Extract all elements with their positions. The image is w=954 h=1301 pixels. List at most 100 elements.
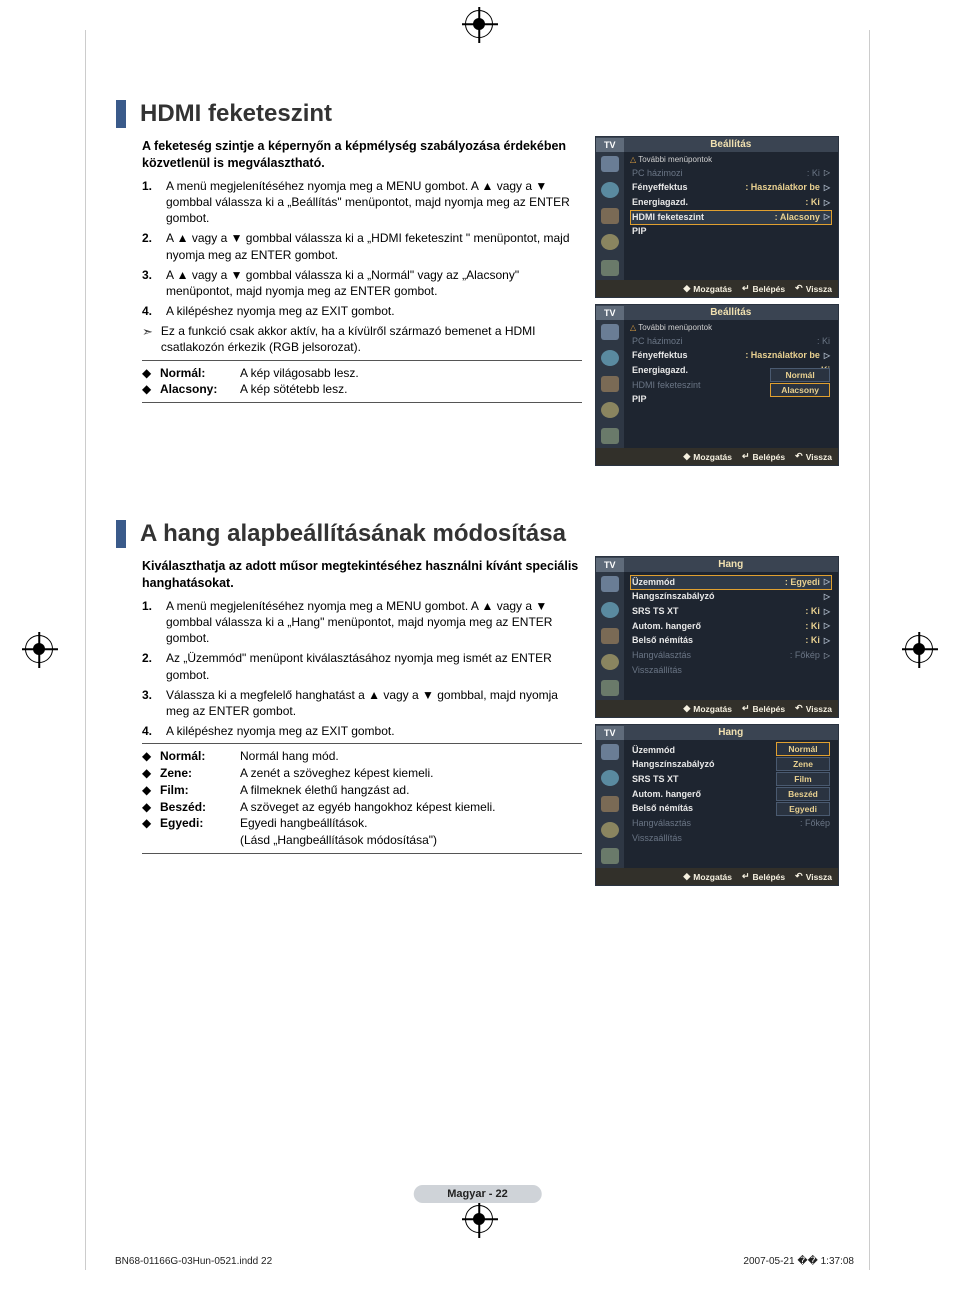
section1-title: HDMI feketeszint bbox=[116, 100, 839, 128]
osd-tv-tab: TV bbox=[596, 726, 624, 740]
osd-item: Hangválasztás: Főkép bbox=[630, 816, 832, 831]
section1-text: A feketeség szintje a képernyőn a képmél… bbox=[116, 136, 589, 403]
section2-title: A hang alapbeállításának módosítása bbox=[116, 520, 839, 548]
step: 1.A menü megjelenítéséhez nyomja meg a M… bbox=[142, 178, 582, 227]
section2-intro: Kiválaszthatja az adott műsor megtekinté… bbox=[142, 558, 582, 592]
sound-icon bbox=[601, 602, 619, 618]
input-icon bbox=[601, 260, 619, 276]
box-row: ◆Zene:A zenét a szöveghez képest kiemeli… bbox=[142, 765, 582, 782]
osd-title: Beállítás bbox=[624, 137, 838, 152]
section1-intro: A feketeség szintje a képernyőn a képmél… bbox=[142, 138, 582, 172]
step: 2.A ▲ vagy a ▼ gombbal válassza ki a „HD… bbox=[142, 230, 582, 262]
osd-item: PIP bbox=[630, 225, 832, 240]
box-row: ◆Normál:Normál hang mód. bbox=[142, 748, 582, 765]
crop-mark-right bbox=[905, 635, 933, 663]
osd-icon-rail bbox=[596, 152, 624, 280]
picture-icon bbox=[601, 324, 619, 340]
option-item: Film bbox=[776, 772, 830, 786]
enter-hint: ↵Belépés bbox=[742, 283, 785, 294]
setup-icon bbox=[601, 402, 619, 418]
osd-list: Üzemmód: Egyedi▷Hangszínszabályzó▷SRS TS… bbox=[624, 572, 838, 700]
enter-hint: ↵Belépés bbox=[742, 871, 785, 882]
osd-item: Fényeffektus: Használatkor be▷ bbox=[630, 349, 832, 364]
setup-icon bbox=[601, 654, 619, 670]
sound-icon bbox=[601, 182, 619, 198]
sound-icon bbox=[601, 770, 619, 786]
picture-icon bbox=[601, 156, 619, 172]
picture-icon bbox=[601, 744, 619, 760]
return-hint: ↶Vissza bbox=[795, 703, 832, 714]
page-footer: Magyar - 22 bbox=[413, 1186, 542, 1200]
channel-icon bbox=[601, 208, 619, 224]
section2-steps: 1.A menü megjelenítéséhez nyomja meg a M… bbox=[142, 598, 582, 740]
osd-list: Üzemmód:HangszínszabályzóSRS TS XT:Autom… bbox=[624, 740, 838, 868]
move-hint: ◆Mozgatás bbox=[683, 283, 732, 294]
section2: A hang alapbeállításának módosítása Kivá… bbox=[116, 520, 839, 886]
osd-item: Fényeffektus: Használatkor be▷ bbox=[630, 181, 832, 196]
sound-icon bbox=[601, 350, 619, 366]
section2-osd-column: TV Hang Üzemmód: Egyedi▷Hangszínszabályzó… bbox=[595, 556, 839, 886]
box-row: ◆Egyedi:Egyedi hangbeállítások. bbox=[142, 815, 582, 832]
option-item: Alacsony bbox=[770, 383, 830, 397]
note-arrow-icon: ➣ bbox=[142, 323, 153, 355]
osd-setup-1: TVBeállítás További menüpontok PC házimo… bbox=[595, 136, 839, 298]
osd-item: SRS TS XT: Ki▷ bbox=[630, 604, 832, 619]
input-icon bbox=[601, 848, 619, 864]
move-hint: ◆Mozgatás bbox=[683, 451, 732, 462]
osd-item: Visszaállítás bbox=[630, 831, 832, 846]
osd-list: További menüpontok PC házimozi: KiFényef… bbox=[624, 320, 838, 448]
osd-title: Hang bbox=[624, 557, 838, 572]
option-item: Egyedi bbox=[776, 802, 830, 816]
enter-hint: ↵Belépés bbox=[742, 703, 785, 714]
osd-item: Energiagazd.: Ki▷ bbox=[630, 195, 832, 210]
section1-osd-column: TV Beállítás További menüpontok PC házimo… bbox=[595, 136, 839, 466]
osd-item: Visszaállítás bbox=[630, 663, 832, 678]
box-row-extra: ◆x(Lásd „Hangbeállítások módosítása") bbox=[142, 832, 582, 849]
osd-more: További menüpontok bbox=[630, 155, 832, 164]
osd-icon-rail bbox=[596, 320, 624, 448]
osd-sound-2: TVHang Üzemmód:HangszínszabályzóSRS TS X… bbox=[595, 724, 839, 886]
return-hint: ↶Vissza bbox=[795, 283, 832, 294]
osd-item: Hangválasztás: Főkép▷ bbox=[630, 648, 832, 663]
osd-item: PC házimozi: Ki bbox=[630, 334, 832, 349]
step: 4.A kilépéshez nyomja meg az EXIT gombot… bbox=[142, 723, 582, 739]
section1-row: A feketeség szintje a képernyőn a képmél… bbox=[116, 136, 839, 466]
step: 3.A ▲ vagy a ▼ gombbal válassza ki a „No… bbox=[142, 267, 582, 299]
option-item: Normál bbox=[770, 368, 830, 382]
osd-tv-tab: TV bbox=[596, 306, 624, 320]
step: 4.A kilépéshez nyomja meg az EXIT gombot… bbox=[142, 303, 582, 319]
option-item: Normál bbox=[776, 742, 830, 756]
section1-note: ➣ Ez a funkció csak akkor aktív, ha a kí… bbox=[142, 323, 582, 355]
step: 2.Az „Üzemmód" menüpont kiválasztásához … bbox=[142, 650, 582, 682]
box-row: ◆Film:A filmeknek élethű hangzást ad. bbox=[142, 782, 582, 799]
section2-box: ◆Normál:Normál hang mód. ◆Zene:A zenét a… bbox=[142, 743, 582, 854]
channel-icon bbox=[601, 628, 619, 644]
osd-setup-2: TVBeállítás További menüpontok PC házimo… bbox=[595, 304, 839, 466]
return-hint: ↶Vissza bbox=[795, 871, 832, 882]
osd-item: Belső némítás: Ki▷ bbox=[630, 634, 832, 649]
return-hint: ↶Vissza bbox=[795, 451, 832, 462]
osd-icon-rail bbox=[596, 740, 624, 868]
osd-footer: ◆Mozgatás ↵Belépés ↶Vissza bbox=[596, 448, 838, 465]
osd-item: HDMI feketeszint: Alacsony▷ bbox=[630, 210, 832, 225]
input-icon bbox=[601, 428, 619, 444]
section1-steps: 1.A menü megjelenítéséhez nyomja meg a M… bbox=[142, 178, 582, 320]
move-hint: ◆Mozgatás bbox=[683, 703, 732, 714]
picture-icon bbox=[601, 576, 619, 592]
move-hint: ◆Mozgatás bbox=[683, 871, 732, 882]
osd-footer: ◆Mozgatás ↵Belépés ↶Vissza bbox=[596, 280, 838, 297]
osd-sound-1: TVHang Üzemmód: Egyedi▷Hangszínszabályzó… bbox=[595, 556, 839, 718]
option-item: Zene bbox=[776, 757, 830, 771]
channel-icon bbox=[601, 796, 619, 812]
option-popup: NormálAlacsony bbox=[770, 368, 830, 397]
step: 3.Válassza ki a megfelelő hanghatást a ▲… bbox=[142, 687, 582, 719]
section2-text: Kiválaszthatja az adott műsor megtekinté… bbox=[116, 556, 589, 854]
box-row: ◆Beszéd:A szöveget az egyéb hangokhoz ké… bbox=[142, 799, 582, 816]
setup-icon bbox=[601, 234, 619, 250]
osd-item: Autom. hangerő: Ki▷ bbox=[630, 619, 832, 634]
osd-item: Hangszínszabályzó▷ bbox=[630, 590, 832, 605]
box-row: ◆Alacsony:A kép sötétebb lesz. bbox=[142, 381, 582, 398]
option-item: Beszéd bbox=[776, 787, 830, 801]
input-icon bbox=[601, 680, 619, 696]
step: 1.A menü megjelenítéséhez nyomja meg a M… bbox=[142, 598, 582, 647]
